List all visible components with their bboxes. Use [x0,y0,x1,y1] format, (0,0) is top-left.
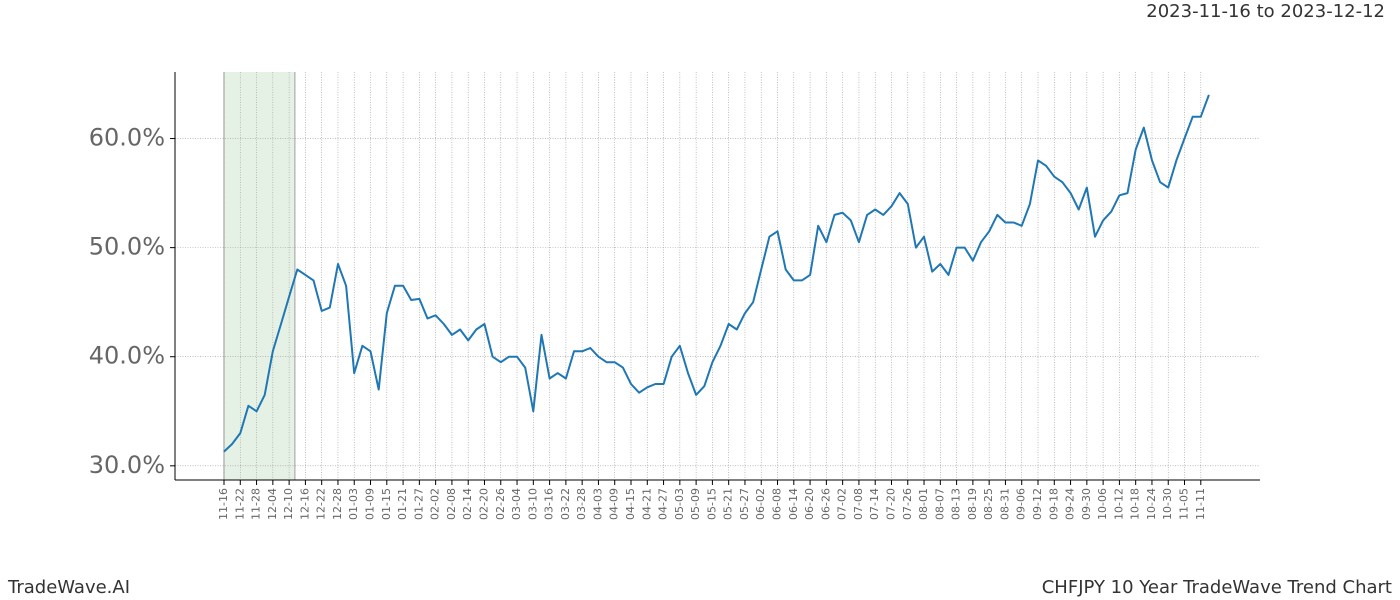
brand: TradeWave.AI [7,577,130,598]
x-tick-label: 09-12 [1031,488,1044,520]
x-tick-label: 06-20 [803,488,816,520]
x-tick-label: 10-12 [1112,488,1125,520]
x-tick-label: 01-27 [412,488,425,520]
x-tick-label: 09-24 [1064,488,1077,520]
x-tick-label: 09-18 [1047,488,1060,520]
x-tick-label: 09-30 [1080,488,1093,520]
x-tick-label: 01-09 [364,488,377,520]
x-tick-label: 03-04 [510,488,523,520]
x-tick-label: 06-26 [819,488,832,520]
x-tick-label: 02-08 [445,488,458,520]
date-range: 2023-11-16 to 2023-12-12 [1146,1,1385,22]
x-tick-label: 02-20 [477,488,490,520]
x-tick-label: 11-11 [1194,488,1207,520]
x-tick-label: 06-14 [787,488,800,520]
highlight-range [224,72,295,480]
x-tick-label: 05-15 [705,488,718,520]
y-tick-label: 60.0% [89,124,165,152]
x-tick-label: 12-04 [266,488,279,520]
x-tick-label: 01-03 [347,488,360,520]
x-tick-label: 04-21 [640,488,653,520]
x-tick-label: 03-16 [543,488,556,520]
x-tick-label: 04-27 [657,488,670,520]
x-tick-label: 02-02 [429,488,442,520]
x-tick-label: 03-10 [526,488,539,520]
y-tick-label: 40.0% [89,342,165,370]
x-tick-label: 09-06 [1015,488,1028,520]
x-tick-label: 07-20 [884,488,897,520]
x-tick-label: 11-05 [1178,488,1191,520]
x-tick-label: 02-26 [494,488,507,520]
trend-line [223,94,1210,453]
x-tick-label: 05-09 [689,488,702,520]
x-tick-label: 12-16 [298,488,311,520]
y-tick-label: 50.0% [89,233,165,261]
x-tick-label: 11-16 [217,488,230,520]
x-tick-label: 08-07 [933,488,946,520]
x-tick-label: 01-21 [396,488,409,520]
x-tick-label: 03-28 [575,488,588,520]
y-tick-label: 30.0% [89,451,165,479]
x-tick-label: 12-28 [331,488,344,520]
x-tick-label: 10-06 [1096,488,1109,520]
x-tick-label: 11-28 [250,488,263,520]
x-tick-label: 07-08 [852,488,865,520]
x-tick-label: 06-02 [754,488,767,520]
x-tick-label: 07-02 [836,488,849,520]
x-tick-label: 05-03 [673,488,686,520]
x-tick-label: 08-25 [982,488,995,520]
x-tick-label: 04-09 [608,488,621,520]
x-tick-label: 02-14 [461,488,474,520]
x-tick-label: 05-21 [722,488,735,520]
x-tick-label: 10-30 [1161,488,1174,520]
x-tick-label: 12-10 [282,488,295,520]
x-tick-label: 10-18 [1129,488,1142,520]
x-tick-label: 03-22 [559,488,572,520]
x-tick-label: 08-01 [917,488,930,520]
x-tick-label: 06-08 [771,488,784,520]
x-tick-label: 12-22 [315,488,328,520]
x-tick-label: 08-13 [950,488,963,520]
x-tick-label: 04-03 [591,488,604,520]
x-tick-label: 07-26 [901,488,914,520]
x-tick-label: 10-24 [1145,488,1158,520]
x-tick-label: 04-15 [624,488,637,520]
chart-title: CHFJPY 10 Year TradeWave Trend Chart [1042,577,1392,598]
x-tick-label: 01-15 [380,488,393,520]
x-tick-label: 08-19 [966,488,979,520]
x-tick-label: 07-14 [868,488,881,520]
x-tick-label: 08-31 [998,488,1011,520]
x-tick-label: 05-27 [738,488,751,520]
x-tick-label: 11-22 [233,488,246,520]
